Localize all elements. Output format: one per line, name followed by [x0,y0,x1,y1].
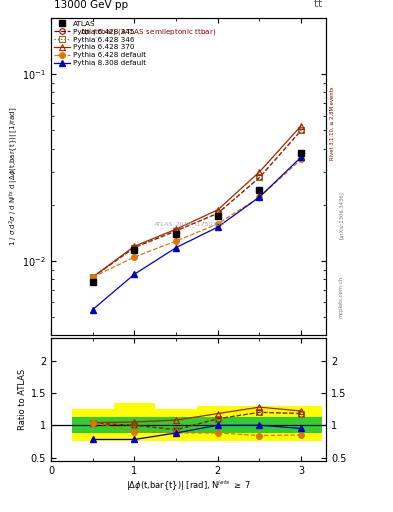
Y-axis label: 1 / $\sigma$ d$^2\sigma$ / d N$^{jts}$ d |$\Delta\phi$(t,bar{t})| [1/rad]: 1 / $\sigma$ d$^2\sigma$ / d N$^{jts}$ d… [7,107,20,246]
Line: Pythia 6.428 default: Pythia 6.428 default [90,157,304,280]
ATLAS [90,279,95,285]
Text: ATLAS_2019_I1750330: ATLAS_2019_I1750330 [153,221,224,227]
ATLAS [132,247,137,253]
Pythia 6.428 346 [132,245,137,251]
Pythia 6.428 default [215,221,220,227]
ATLAS [215,212,220,219]
Text: [arXiv:1306.3436]: [arXiv:1306.3436] [339,191,343,239]
Y-axis label: Ratio to ATLAS: Ratio to ATLAS [18,369,27,430]
Line: Pythia 8.308 default: Pythia 8.308 default [90,154,304,312]
Pythia 8.308 default [174,245,178,251]
Pythia 6.428 default [257,194,262,200]
Text: $\Delta\phi$ (ttbar) (ATLAS semileptonic ttbar): $\Delta\phi$ (ttbar) (ATLAS semileptonic… [80,28,216,37]
Pythia 6.428 345 [299,127,303,134]
Pythia 6.428 370 [257,169,262,175]
Legend: ATLAS, Pythia 6.428 345, Pythia 6.428 346, Pythia 6.428 370, Pythia 6.428 defaul: ATLAS, Pythia 6.428 345, Pythia 6.428 34… [53,20,147,67]
Pythia 6.428 370 [90,274,95,280]
Pythia 8.308 default [215,224,220,230]
Text: Rivet 3.1.10, ≥ 2.8M events: Rivet 3.1.10, ≥ 2.8M events [330,86,334,160]
ATLAS [299,150,303,156]
Text: $\mathregular{t\bar{t}}$: $\mathregular{t\bar{t}}$ [313,0,323,10]
ATLAS [174,230,178,237]
Pythia 6.428 370 [215,207,220,213]
Text: 13000 GeV pp: 13000 GeV pp [54,0,128,10]
Pythia 6.428 345 [132,245,137,251]
Pythia 8.308 default [299,154,303,160]
Pythia 6.428 default [132,254,137,260]
Pythia 6.428 370 [299,122,303,129]
Pythia 8.308 default [132,271,137,278]
Pythia 6.428 default [299,156,303,162]
Pythia 6.428 default [90,274,95,280]
Pythia 6.428 370 [132,243,137,249]
Pythia 6.428 345 [215,210,220,217]
Pythia 6.428 346 [257,175,262,181]
Text: mcplots.cern.ch: mcplots.cern.ch [339,276,343,318]
Pythia 6.428 345 [174,228,178,234]
Pythia 6.428 346 [90,274,95,280]
X-axis label: |$\Delta\phi$(t,bar{t})| [rad], N$^{jets}$ $\geq$ 7: |$\Delta\phi$(t,bar{t})| [rad], N$^{jets… [126,478,251,493]
Pythia 6.428 345 [90,274,95,280]
Pythia 6.428 346 [299,127,303,134]
Pythia 8.308 default [90,307,95,313]
Pythia 6.428 345 [257,175,262,181]
Line: Pythia 6.428 370: Pythia 6.428 370 [90,123,304,280]
Line: Pythia 6.428 345: Pythia 6.428 345 [90,127,304,280]
Pythia 6.428 346 [174,228,178,234]
Pythia 6.428 default [174,238,178,244]
Pythia 6.428 346 [215,210,220,217]
Pythia 6.428 370 [174,226,178,232]
Line: Pythia 6.428 346: Pythia 6.428 346 [90,127,304,280]
Pythia 8.308 default [257,194,262,200]
Line: ATLAS: ATLAS [90,150,304,285]
ATLAS [257,187,262,193]
